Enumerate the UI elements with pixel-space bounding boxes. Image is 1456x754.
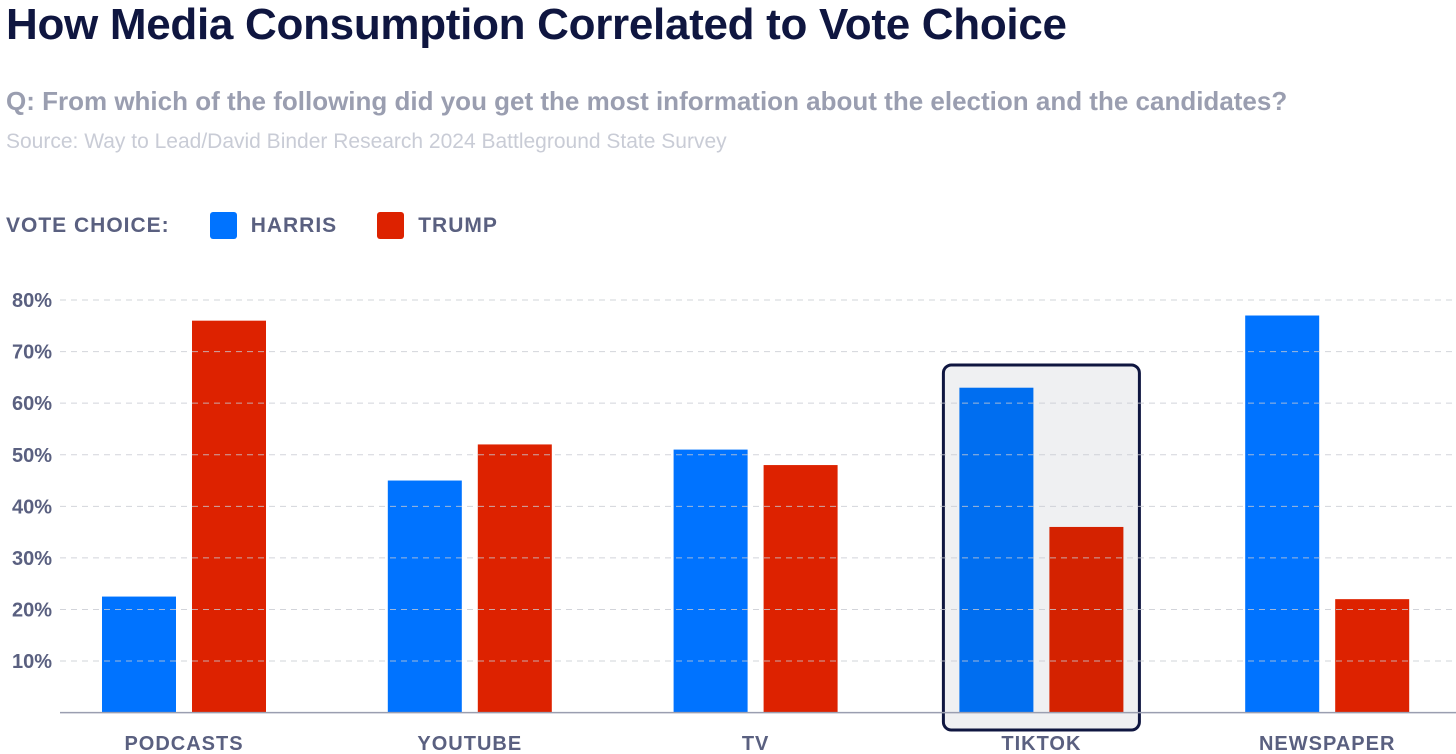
bar-harris-youtube bbox=[387, 480, 462, 713]
chart-title: How Media Consumption Correlated to Vote… bbox=[6, 0, 1067, 49]
bar-harris-tv bbox=[673, 449, 748, 713]
y-tick-label: 30% bbox=[12, 548, 52, 570]
bar-trump-youtube bbox=[477, 444, 552, 713]
x-tick-label: TIKTOK bbox=[1001, 733, 1081, 754]
x-tick-label: TV bbox=[742, 733, 770, 754]
legend-trump-swatch bbox=[377, 212, 405, 239]
legend: VOTE CHOICE: HARRIS TRUMP bbox=[6, 212, 498, 239]
bar-trump-tiktok bbox=[1049, 526, 1124, 713]
y-tick-label: 80% bbox=[12, 290, 52, 312]
source-note: Source: Way to Lead/David Binder Researc… bbox=[6, 130, 727, 153]
legend-label: VOTE CHOICE: bbox=[6, 213, 170, 237]
bar-trump-newspaper bbox=[1335, 599, 1410, 713]
y-tick-label: 50% bbox=[12, 445, 52, 467]
y-tick-label: 40% bbox=[12, 496, 52, 518]
legend-trump: TRUMP bbox=[418, 213, 498, 237]
survey-question: Q: From which of the following did you g… bbox=[6, 86, 1288, 116]
y-tick-label: 70% bbox=[12, 342, 52, 364]
y-tick-label: 20% bbox=[12, 599, 52, 621]
bar-harris-newspaper bbox=[1245, 315, 1320, 713]
legend-harris: HARRIS bbox=[250, 213, 338, 237]
x-tick-label: PODCASTS bbox=[124, 733, 243, 754]
bar-harris-podcasts bbox=[102, 596, 176, 713]
x-tick-label: NEWSPAPER bbox=[1259, 733, 1395, 754]
x-tick-label: YOUTUBE bbox=[417, 733, 522, 754]
bar-trump-podcasts bbox=[192, 320, 266, 713]
legend-harris-swatch bbox=[209, 212, 237, 239]
y-tick-label: 10% bbox=[12, 651, 52, 673]
bar-harris-tiktok bbox=[959, 387, 1034, 713]
bar-trump-tv bbox=[763, 465, 838, 713]
y-tick-label: 60% bbox=[12, 393, 52, 415]
